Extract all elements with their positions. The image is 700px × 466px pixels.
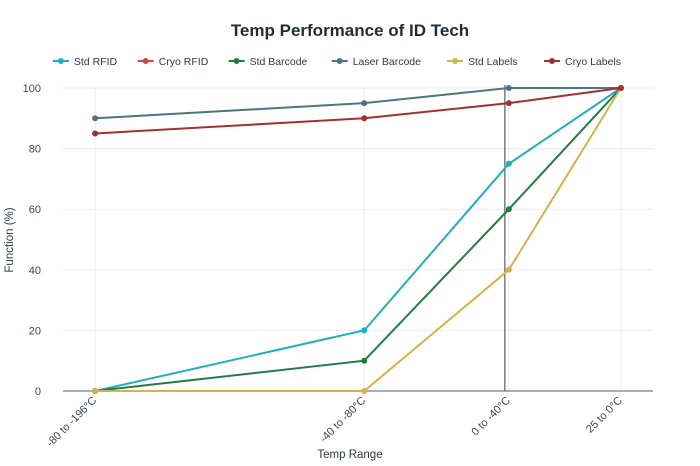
x-tick-label: -40 to -80°C	[318, 395, 369, 446]
grid	[63, 87, 653, 391]
series-line	[95, 87, 622, 135]
series-line	[94, 87, 622, 392]
y-tick-label: 100	[23, 83, 41, 95]
legend-label: Cryo Labels	[565, 56, 621, 68]
x-tick-label: -80 to -196°C	[44, 395, 99, 450]
data-point	[361, 388, 368, 394]
data-point	[505, 266, 512, 273]
y-tick-label: 20	[29, 325, 41, 337]
data-point	[92, 388, 99, 394]
axes: 0 20 40 60 80 100 -80 to -196°C -40 to -80°C 0 t…	[23, 83, 653, 449]
data-point	[92, 130, 99, 137]
legend-label: Std Labels	[468, 56, 518, 68]
series-line	[95, 87, 622, 392]
data-point	[505, 85, 512, 91]
legend-label: Std RFID	[74, 56, 118, 68]
y-axis-label: Function (%)	[4, 207, 16, 272]
series-group	[92, 85, 624, 394]
y-tick-label: 60	[29, 204, 41, 216]
legend-swatch-marker	[142, 58, 149, 64]
data-point	[505, 100, 512, 107]
x-tick-label: 25 to 0°C	[584, 395, 625, 436]
y-tick-label: 0	[35, 386, 41, 398]
series-line	[94, 87, 622, 392]
data-point	[505, 206, 512, 213]
legend-swatch-marker	[549, 58, 555, 64]
legend-swatch-marker	[452, 58, 458, 64]
data-point	[361, 327, 368, 334]
series-line	[95, 87, 621, 120]
data-point	[361, 357, 368, 364]
data-point	[92, 115, 99, 122]
legend-swatch-marker	[57, 58, 64, 64]
legend: Std RFID Cryo RFID Std Barcode Laser Barcod…	[52, 56, 621, 68]
data-point	[505, 160, 512, 167]
data-point	[361, 115, 368, 122]
y-tick-label: 40	[29, 265, 41, 277]
legend-label: Cryo RFID	[159, 56, 209, 68]
legend-label: Laser Barcode	[353, 56, 421, 68]
legend-swatch-marker	[336, 58, 343, 64]
legend-swatch-marker	[233, 58, 240, 64]
data-point	[617, 85, 624, 91]
x-axis-label: Temp Range	[317, 449, 382, 461]
chart-title: Temp Performance of ID Tech	[231, 21, 469, 40]
x-tick-label: 0 to -40°C	[469, 395, 513, 439]
y-tick-label: 80	[29, 144, 41, 156]
data-point	[361, 100, 368, 107]
legend-label: Std Barcode	[250, 56, 308, 68]
